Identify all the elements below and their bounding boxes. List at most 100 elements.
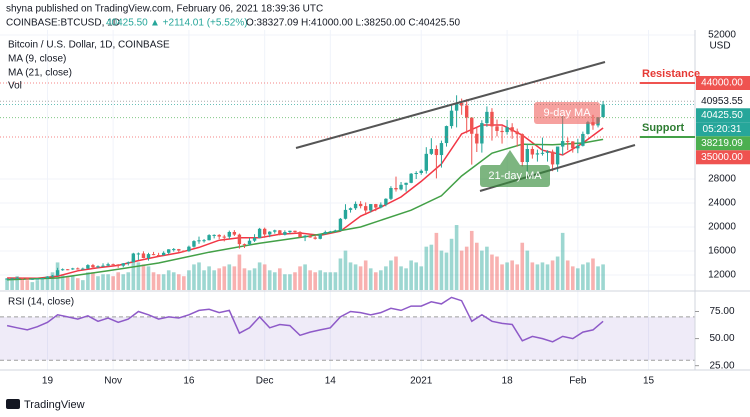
candle-body <box>172 249 176 251</box>
volume-bar <box>106 274 110 290</box>
price-label: 40953.55 <box>701 96 743 107</box>
legend-vol: Vol <box>8 81 22 92</box>
candle-body <box>586 122 590 134</box>
volume-bar <box>86 272 90 290</box>
candle-body <box>550 151 555 165</box>
candle-body <box>232 231 237 235</box>
volume-bar <box>525 250 530 290</box>
candle-body <box>429 148 434 154</box>
candle-body <box>212 234 216 236</box>
candle-body <box>358 203 363 207</box>
volume-bar <box>550 260 555 290</box>
volume-bar <box>313 272 317 290</box>
volume-bar <box>389 260 393 290</box>
ma21-pointer <box>500 150 520 165</box>
candle-body <box>116 264 120 266</box>
candle-body <box>500 130 504 133</box>
candle-body <box>202 240 206 242</box>
volume-bar <box>232 266 237 290</box>
candle-body <box>60 269 65 271</box>
volume-bar <box>439 250 444 290</box>
volume-bar <box>101 274 105 290</box>
volume-bar <box>601 264 605 290</box>
price-label-box <box>696 75 750 90</box>
resistance-label: Resistance <box>642 68 700 80</box>
candle-body <box>288 230 292 233</box>
volume-bar <box>30 282 35 290</box>
candle-body <box>560 141 565 147</box>
volume-bar <box>81 280 85 290</box>
volume-bar <box>576 268 580 290</box>
volume-bar <box>469 230 474 290</box>
candle-body <box>227 231 232 237</box>
volume-bar <box>343 250 348 290</box>
volume-bar <box>530 262 535 290</box>
candle-body <box>55 270 60 276</box>
volume-bar <box>485 246 489 290</box>
volume-bar <box>50 272 55 290</box>
volume-bar <box>449 238 454 290</box>
candle-body <box>247 240 252 245</box>
rsi-legend: RSI (14, close) <box>8 297 74 308</box>
volume-bar <box>379 270 383 290</box>
volume-bar <box>581 264 585 290</box>
candle-body <box>156 255 161 257</box>
volume-bar <box>96 276 100 290</box>
y-tick-label: 24000 <box>708 198 736 209</box>
candle-body <box>510 127 514 132</box>
volume-bar <box>545 264 550 290</box>
volume-bar <box>197 262 201 290</box>
volume-bar <box>5 278 9 290</box>
candle-body <box>91 265 95 268</box>
volume-bar <box>444 252 449 290</box>
y-tick-label: 12000 <box>708 270 736 281</box>
candle-body <box>369 204 373 211</box>
candle-body <box>25 278 29 280</box>
candle-body <box>293 230 297 232</box>
candle-body <box>40 278 45 280</box>
symbol: COINBASE:BTCUSD, 1D <box>6 18 120 29</box>
volume-bar <box>272 272 277 290</box>
volume-bar <box>318 270 323 290</box>
ma21-label: 21-day MA <box>488 170 542 182</box>
legend-ma9: MA (9, close) <box>8 54 66 65</box>
volume-bar <box>298 266 302 290</box>
volume-bar <box>429 244 434 290</box>
ma9-callout <box>534 102 600 124</box>
candle-body <box>86 265 90 269</box>
x-tick-label: Nov <box>104 376 122 387</box>
volume-bar <box>222 266 227 290</box>
candle-body <box>571 141 575 149</box>
volume-bar <box>247 270 252 290</box>
x-tick-label: 18 <box>502 376 514 387</box>
candle-body <box>540 152 545 154</box>
legend-title: Bitcoin / U.S. Dollar, 1D, COINBASE <box>8 40 170 51</box>
volume-bar <box>227 264 232 290</box>
price-label: 38219.09 <box>701 138 743 149</box>
y-tick-label: 28000 <box>708 174 736 185</box>
x-tick-label: Dec <box>256 376 274 387</box>
candle-body <box>505 127 509 133</box>
volume-bar <box>475 242 479 290</box>
candle-body <box>76 268 80 270</box>
volume-bar <box>459 250 464 290</box>
volume-bar <box>560 232 565 290</box>
volume-bar <box>288 274 292 290</box>
volume-bar <box>505 262 509 290</box>
candle-body <box>121 263 125 266</box>
volume-bar <box>308 270 312 290</box>
volume-bar <box>146 266 151 290</box>
price-label-box <box>696 94 750 109</box>
candle-body <box>434 148 439 156</box>
y-tick-label: 20000 <box>708 222 736 233</box>
volume-bar <box>237 254 242 290</box>
x-tick-label: 19 <box>42 376 54 387</box>
candle-body <box>338 218 343 231</box>
price-label: 35000.00 <box>701 152 743 163</box>
countdown-box <box>696 122 750 137</box>
volume-bar <box>495 256 499 290</box>
candle-body <box>333 230 338 232</box>
volume-bar <box>384 266 388 290</box>
candle-body <box>192 241 196 247</box>
